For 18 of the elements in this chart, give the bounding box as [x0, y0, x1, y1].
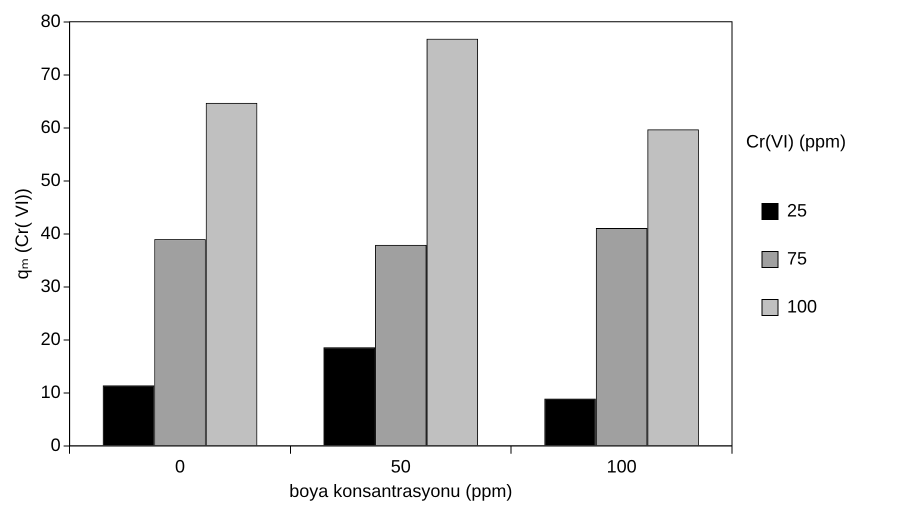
y-tick-label: 40 [40, 222, 61, 243]
y-tick-label: 70 [40, 64, 61, 84]
legend-label: 100 [787, 296, 818, 316]
x-tick-label: 100 [606, 456, 637, 477]
y-tick-label: 80 [40, 10, 61, 31]
y-tick-label: 30 [40, 276, 61, 296]
x-axis-title: boya konsantrasyonu (ppm) [289, 481, 512, 502]
legend-title: Cr(VI) (ppm) [746, 131, 846, 152]
y-tick-label: 10 [40, 382, 61, 402]
y-tick-label: 0 [50, 434, 61, 455]
legend-label: 75 [787, 248, 808, 268]
y-tick-label: 20 [40, 328, 61, 349]
y-tick-label: 60 [40, 116, 61, 137]
x-tick-label: 0 [175, 456, 186, 477]
x-tick-label: 50 [390, 456, 411, 477]
legend-label: 25 [787, 200, 808, 220]
y-axis-title: qₘ (Cr( VI)) [12, 188, 32, 280]
y-tick-label: 50 [40, 170, 61, 190]
